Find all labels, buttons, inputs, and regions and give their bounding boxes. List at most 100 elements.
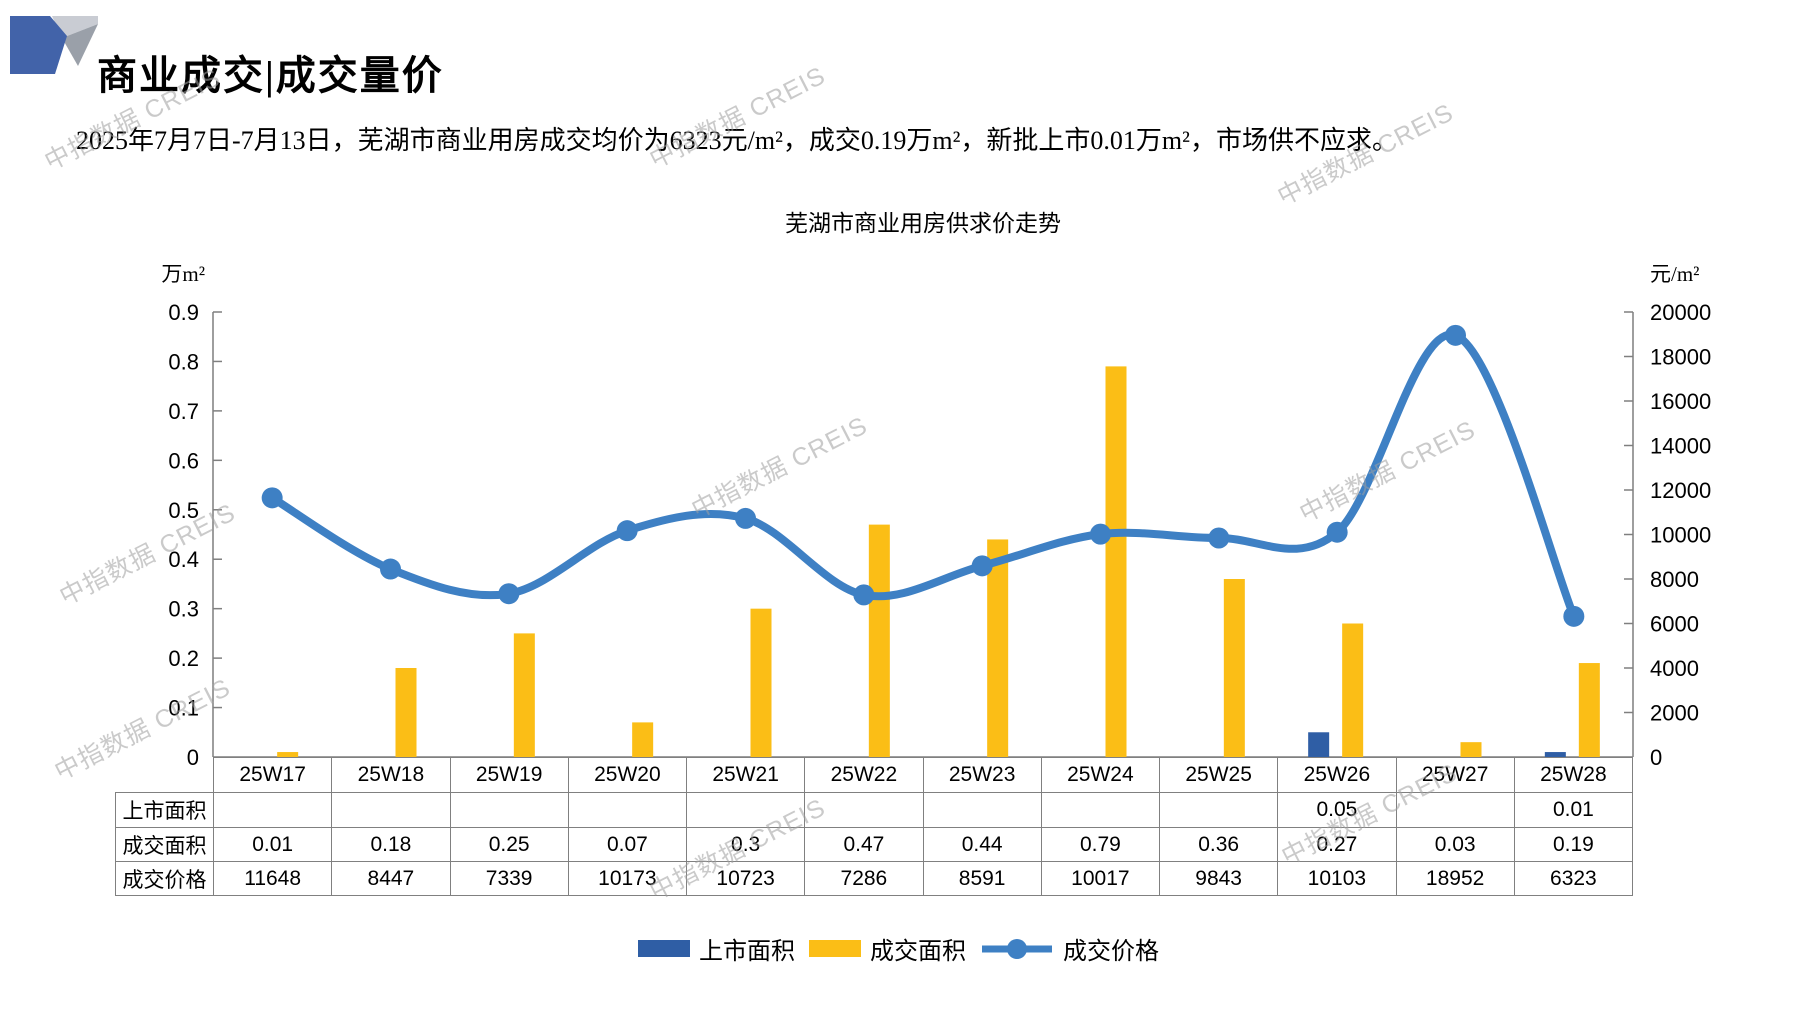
table-value-cell: 0.44 bbox=[922, 827, 1042, 862]
week-header-cell: 25W17 bbox=[212, 757, 333, 793]
table-value-cell: 7339 bbox=[449, 861, 569, 896]
right-tick-label: 20000 bbox=[1650, 300, 1711, 325]
price-point-marker bbox=[1208, 527, 1230, 549]
price-point-marker bbox=[971, 555, 993, 577]
table-value-cell: 0.01 bbox=[212, 827, 333, 862]
table-row-label: 上市面积 bbox=[115, 792, 214, 828]
sold-area-bar bbox=[1105, 366, 1127, 757]
price-point-marker bbox=[616, 520, 638, 542]
week-header-cell: 25W26 bbox=[1277, 757, 1397, 793]
table-value-cell: 0.07 bbox=[567, 827, 688, 862]
sold-area-bar bbox=[277, 752, 299, 757]
table-value-cell: 0.27 bbox=[1277, 827, 1397, 862]
table-value-cell bbox=[331, 792, 451, 828]
listed-area-bar bbox=[1308, 732, 1330, 757]
week-header-cell: 25W28 bbox=[1513, 757, 1634, 793]
chart-legend: 上市面积 成交面积 成交价格 bbox=[0, 931, 1797, 966]
sold-area-bar bbox=[632, 722, 654, 757]
table-value-cell: 8591 bbox=[922, 861, 1042, 896]
legend-label: 成交价格 bbox=[1063, 939, 1159, 965]
table-value-cell bbox=[1040, 792, 1161, 828]
legend-item-price: 成交价格 bbox=[980, 931, 1159, 966]
left-tick-label: 0.4 bbox=[168, 547, 199, 572]
price-point-marker bbox=[1090, 523, 1111, 545]
table-value-cell: 0.79 bbox=[1040, 827, 1161, 862]
price-point-marker bbox=[1326, 521, 1348, 543]
chart-data-table: 25W17 25W18 25W19 25W20 25W21 25W22 25W23 25W24… bbox=[115, 757, 1634, 896]
table-corner-cell bbox=[116, 758, 214, 793]
left-tick-label: 0 bbox=[187, 745, 199, 770]
table-value-cell: 0.05 bbox=[1277, 792, 1397, 828]
table-value-cell: 9843 bbox=[1158, 861, 1279, 896]
left-axis-unit: 万m² bbox=[161, 262, 205, 286]
table-value-cell: 10173 bbox=[567, 861, 688, 896]
page-title: 商业成交|成交量价 bbox=[97, 52, 444, 98]
right-tick-label: 0 bbox=[1650, 745, 1662, 770]
week-header-cell: 25W21 bbox=[685, 757, 806, 793]
sold-area-bar bbox=[1578, 663, 1600, 757]
table-value-cell: 10723 bbox=[685, 861, 806, 896]
week-header-cell: 25W18 bbox=[331, 757, 451, 793]
right-tick-label: 14000 bbox=[1650, 434, 1711, 459]
summary-text: 2025年7月7日-7月13日，芜湖市商业用房成交均价为6323元/m²，成交0… bbox=[76, 126, 1398, 155]
right-tick-label: 12000 bbox=[1650, 478, 1711, 503]
left-tick-label: 0.5 bbox=[168, 498, 199, 523]
sold-area-bar bbox=[987, 539, 1009, 757]
table-value-cell: 10103 bbox=[1277, 861, 1397, 896]
table-value-cell: 0.47 bbox=[804, 827, 924, 862]
sold-area-bar bbox=[395, 668, 417, 757]
table-value-cell: 0.36 bbox=[1158, 827, 1279, 862]
left-tick-label: 0.1 bbox=[168, 696, 199, 721]
table-value-cell bbox=[685, 792, 806, 828]
table-value-cell: 7286 bbox=[804, 861, 924, 896]
table-value-cell: 6323 bbox=[1513, 861, 1634, 896]
sold-area-bar bbox=[1342, 623, 1364, 757]
sold-area-bar bbox=[868, 524, 890, 757]
right-tick-label: 6000 bbox=[1650, 612, 1699, 637]
right-tick-label: 8000 bbox=[1650, 567, 1699, 592]
table-value-cell: 0.03 bbox=[1395, 827, 1515, 862]
legend-item-listed-area: 上市面积 bbox=[638, 931, 795, 966]
listed-area-swatch-icon bbox=[638, 940, 690, 957]
brand-logo-icon bbox=[10, 16, 98, 74]
table-value-cell bbox=[449, 792, 569, 828]
legend-item-sold-area: 成交面积 bbox=[809, 931, 966, 966]
left-tick-label: 0.8 bbox=[168, 349, 199, 374]
table-row-label: 成交面积 bbox=[115, 827, 214, 862]
sold-area-bar bbox=[513, 633, 535, 757]
week-header-cell: 25W23 bbox=[922, 757, 1042, 793]
price-point-marker bbox=[498, 583, 520, 605]
table-value-cell: 0.19 bbox=[1513, 827, 1634, 862]
table-value-cell: 18952 bbox=[1395, 861, 1515, 896]
price-line bbox=[268, 330, 1578, 621]
legend-label: 上市面积 bbox=[699, 939, 795, 965]
table-row-label: 成交价格 bbox=[115, 861, 214, 896]
right-tick-label: 18000 bbox=[1650, 345, 1711, 370]
week-header-cell: 25W22 bbox=[804, 757, 924, 793]
listed-area-bar bbox=[1544, 752, 1566, 757]
week-header-cell: 25W24 bbox=[1040, 757, 1161, 793]
sold-area-bar bbox=[1460, 742, 1482, 757]
price-point-marker bbox=[853, 584, 875, 606]
week-header-cell: 25W20 bbox=[567, 757, 688, 793]
right-tick-label: 16000 bbox=[1650, 389, 1711, 414]
sold-area-swatch-icon bbox=[809, 940, 861, 957]
sold-area-bar bbox=[750, 608, 772, 757]
left-tick-label: 0.7 bbox=[168, 399, 199, 424]
price-point-marker bbox=[1563, 605, 1585, 627]
week-header-cell: 25W25 bbox=[1158, 757, 1279, 793]
table-value-cell bbox=[212, 792, 333, 828]
table-value-cell bbox=[567, 792, 688, 828]
week-header-cell: 25W19 bbox=[449, 757, 569, 793]
right-tick-label: 4000 bbox=[1650, 656, 1699, 681]
table-value-cell bbox=[1395, 792, 1515, 828]
price-point-marker bbox=[1445, 324, 1466, 346]
right-tick-label: 10000 bbox=[1650, 523, 1711, 548]
right-axis-unit: 元/m² bbox=[1650, 262, 1700, 286]
table-value-cell bbox=[922, 792, 1042, 828]
table-value-cell: 0.01 bbox=[1513, 792, 1634, 828]
table-value-cell: 10017 bbox=[1040, 861, 1161, 896]
price-point-marker bbox=[380, 558, 401, 580]
table-value-cell bbox=[1158, 792, 1279, 828]
